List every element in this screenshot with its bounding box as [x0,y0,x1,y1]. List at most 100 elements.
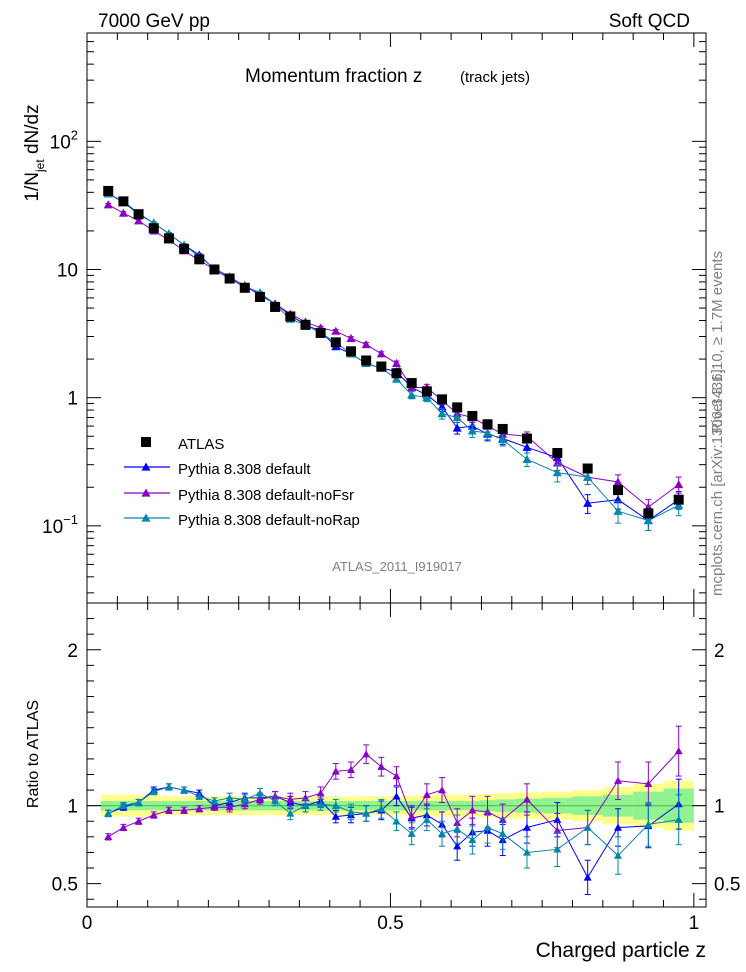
main-ytick-label: 10 [57,260,78,281]
data-point [195,792,204,800]
data-point [614,776,623,784]
legend-entry-pythia-8-308-default-nofsr: Pythia 8.308 default-noFsr [124,487,354,504]
data-point [522,848,531,856]
data-point [149,787,158,795]
data-point [583,472,593,481]
ratio-ytick-label-left: 2 [67,641,78,662]
main-ytick-label: 102 [50,127,78,153]
data-point [164,806,173,814]
data-point [285,311,296,322]
data-point [437,394,448,405]
data-point [613,506,623,515]
main-ytick-base: 10 [50,132,71,153]
ratio-frame [86,602,707,908]
data-point [104,809,113,817]
data-point [421,386,432,397]
data-point [118,208,128,217]
ratio-ytick-label-right: 0.5 [714,875,740,896]
data-point [392,772,401,780]
main-ylabel-part-a: 1/N [22,172,43,202]
data-point [239,282,250,293]
data-point [553,845,562,853]
ratio-xlabel: Charged particle z [536,939,706,962]
main-ytick-label: 1 [67,389,78,410]
data-point [643,516,653,525]
data-point [522,454,532,463]
data-point [330,337,341,348]
data-point [407,390,417,399]
data-point [407,829,416,837]
data-point [392,358,401,368]
data-point [331,767,340,775]
xtick-label: 0.5 [377,913,403,934]
data-point [254,292,265,303]
data-point [315,327,326,338]
ratio-ytick-label-right: 2 [714,641,725,662]
data-point [331,326,341,335]
ratio-series-pythia-8-308-default-nofsr [104,725,683,849]
data-point [180,806,189,814]
data-point [331,812,340,820]
mcplots-label: mcplots.cern.ch [arXiv:1306.3436] [709,369,726,596]
data-point [582,463,593,474]
data-point [104,832,113,841]
main-ytick-base: 10 [57,260,78,281]
data-point [300,319,311,330]
data-point [240,795,249,803]
data-point [422,393,432,402]
data-point [286,809,295,817]
data-point [164,782,173,791]
data-point [331,801,340,809]
data-point [407,812,416,820]
data-point [210,796,219,805]
data-point [644,820,653,828]
data-point [422,790,431,798]
data-point [346,333,356,342]
main-series-pythia-8-308-default-norap [103,189,684,531]
data-point [148,223,159,234]
data-point [498,829,507,837]
main-series-pythia-8-308-default [103,189,684,531]
legend-marker [141,513,151,522]
data-point [422,815,431,823]
data-point [453,842,462,850]
data-point [452,402,463,413]
data-point [361,339,371,349]
data-point [103,200,113,209]
ratio-ytick-label-left: 1 [67,797,78,818]
data-point [270,301,281,312]
data-point [674,815,683,823]
data-point [301,801,310,809]
data-point [482,419,493,430]
data-point [362,750,371,758]
data-point [391,368,402,379]
main-ylabel: 1/Njet dN/dz [22,104,47,201]
legend: ATLAS Pythia 8.308 default Pythia 8.308 de… [124,436,360,529]
legend-marker [141,488,151,497]
data-point [316,789,325,797]
data-point [224,273,235,284]
main-title-text: Momentum fraction z [245,66,422,87]
axis-ticks [86,32,706,907]
data-point [614,851,623,859]
main-subtitle-text: (track jets) [460,69,530,86]
main-ytick-label: 10−1 [42,512,78,538]
data-point [194,254,205,265]
data-point [522,823,531,831]
data-point [614,823,623,831]
data-point [674,747,683,755]
main-ytick-exp: −1 [63,512,78,527]
data-point [674,480,684,489]
legend-label: Pythia 8.308 default [178,461,311,478]
data-point [673,494,684,505]
data-point [392,374,401,383]
ratio-ylabel: Ratio to ATLAS [25,700,42,808]
data-point [103,185,114,196]
data-point [376,349,386,358]
data-point [134,817,143,825]
data-point [468,806,477,814]
main-ylabel-part-b: dN/dz [22,104,43,159]
data-point [522,795,531,803]
